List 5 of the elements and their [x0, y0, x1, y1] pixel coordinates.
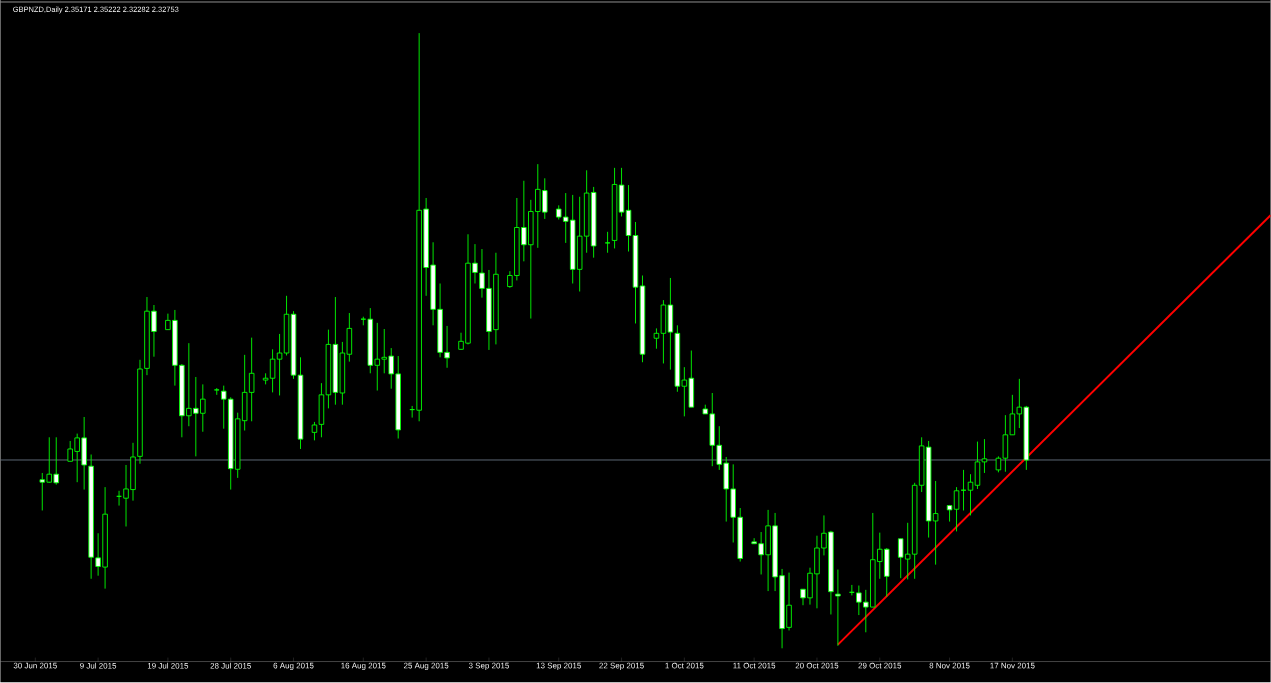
- candlestick: [981, 438, 988, 474]
- candlestick: [604, 231, 611, 254]
- candlestick: [835, 569, 841, 647]
- candlestick: [974, 441, 981, 490]
- candlestick: [967, 473, 974, 517]
